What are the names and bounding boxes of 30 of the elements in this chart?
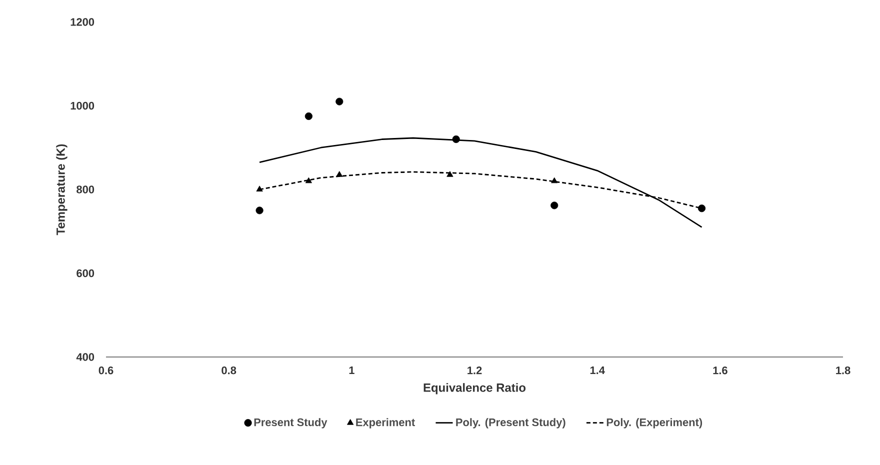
y-tick-label: 800 bbox=[76, 186, 94, 194]
point bbox=[446, 171, 454, 177]
x-tick-label: 1.2 bbox=[468, 366, 482, 374]
y-tick-label: 1000 bbox=[70, 102, 94, 110]
point bbox=[256, 206, 264, 214]
point bbox=[305, 177, 312, 184]
point bbox=[550, 202, 558, 210]
legend-label: Present Study bbox=[254, 418, 328, 428]
y-tick-label: 600 bbox=[76, 269, 94, 278]
y-tick-label: 1200 bbox=[70, 18, 94, 26]
y-tick-label: 400 bbox=[76, 353, 94, 361]
point bbox=[304, 112, 312, 120]
point bbox=[336, 171, 343, 177]
x-tick-label: 1.8 bbox=[836, 366, 850, 374]
legend-label: Poly. (Experiment) bbox=[606, 418, 702, 428]
x-tick-label: 0.8 bbox=[222, 366, 236, 374]
y-axis-title: Temperature (K) bbox=[56, 144, 68, 236]
point bbox=[336, 98, 344, 106]
x-tick-label: 1.6 bbox=[713, 366, 728, 374]
x-tick-label: 1 bbox=[349, 366, 354, 374]
point bbox=[256, 186, 263, 192]
point bbox=[551, 177, 558, 184]
x-tick-label: 0.6 bbox=[98, 366, 114, 374]
x-axis-title: Equivalence Ratio bbox=[424, 383, 526, 394]
legend-label: Poly. (Present Study) bbox=[456, 418, 566, 428]
legend-label: Experiment bbox=[356, 418, 415, 428]
point bbox=[452, 135, 460, 144]
x-tick-label: 1.4 bbox=[590, 366, 605, 374]
line-series bbox=[258, 137, 702, 228]
point bbox=[698, 204, 706, 212]
